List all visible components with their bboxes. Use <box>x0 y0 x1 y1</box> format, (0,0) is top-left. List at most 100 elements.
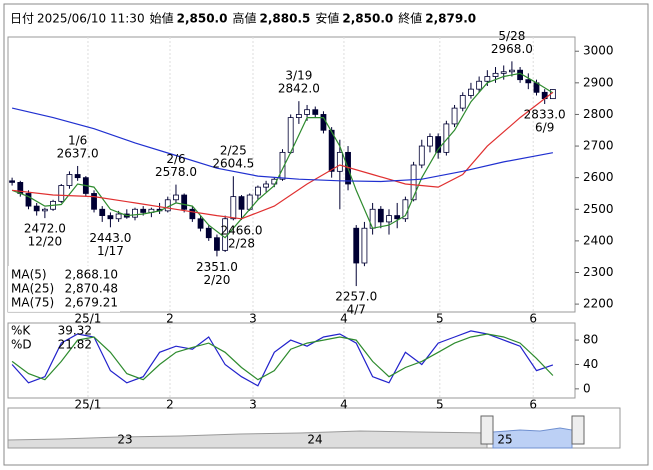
candle-body <box>435 136 442 153</box>
header-value: 2,879.0 <box>425 12 476 26</box>
x-tick-label: 5 <box>436 312 444 326</box>
header-label: 終値 <box>398 11 422 26</box>
candle-body <box>304 109 310 115</box>
legend-value: 2,679.21 <box>65 296 118 310</box>
candle-body <box>459 95 466 109</box>
candle-body <box>287 117 294 153</box>
candle-body <box>164 199 171 212</box>
legend-name: %D <box>11 338 32 352</box>
candle-body <box>181 194 188 210</box>
header-value: 2025/06/10 11:30 <box>37 12 145 26</box>
y-tick-label: 2300 <box>583 265 614 279</box>
ma-line <box>12 91 554 220</box>
x-tick-label: 3 <box>249 398 257 412</box>
navigator-label: 24 <box>307 433 322 447</box>
annotation-price: 2637.0 <box>57 146 99 160</box>
annotation-price: 2257.0 <box>335 290 377 304</box>
x-tick-label: 2 <box>166 312 174 326</box>
legend-name: MA(75) <box>11 296 54 310</box>
candle-body <box>377 208 384 223</box>
ma-line <box>11 333 554 381</box>
y-tick-label: 2800 <box>583 107 614 121</box>
annotation-date: 4/7 <box>347 303 366 317</box>
candle-body <box>451 107 458 125</box>
x-tick-label: 2 <box>166 398 174 412</box>
candle-body <box>25 193 32 207</box>
candle-body <box>509 69 515 73</box>
y-tick-label: 80 <box>583 333 598 347</box>
candle-body <box>107 215 114 220</box>
annotation-price: 2443.0 <box>89 231 131 245</box>
header-label: 始値 <box>150 11 174 26</box>
y-tick-label: 2400 <box>583 233 614 247</box>
candle-body <box>492 72 499 77</box>
legend-name: MA(25) <box>11 282 54 296</box>
candle-body <box>484 76 491 82</box>
candle-body <box>361 227 368 264</box>
navigator-label: 25 <box>497 433 512 447</box>
candle-body <box>255 186 261 196</box>
ma-line <box>11 107 554 183</box>
header-label: 安値 <box>315 11 339 26</box>
candle-body <box>525 79 532 84</box>
navigator-handle[interactable] <box>480 415 494 445</box>
legend-name: MA(5) <box>11 268 47 282</box>
x-tick-label: 4 <box>340 312 348 326</box>
annotation-price: 2968.0 <box>491 42 533 56</box>
legend-value: 21.82 <box>58 338 92 352</box>
annotation-date: 12/20 <box>28 235 63 249</box>
legend-name: %K <box>11 324 31 338</box>
x-tick-label: 6 <box>529 398 537 412</box>
x-tick-label: 25/1 <box>74 398 101 412</box>
candle-body <box>320 114 327 131</box>
annotation-date: 2/25 <box>220 144 247 158</box>
y-tick-label: 2600 <box>583 170 614 184</box>
y-tick-label: 2700 <box>583 139 614 153</box>
x-tick-label: 6 <box>529 312 537 326</box>
x-tick-label: 3 <box>249 312 257 326</box>
candle-body <box>41 208 48 212</box>
annotation-price: 2604.5 <box>212 157 254 171</box>
candle-body <box>115 213 122 220</box>
y-tick-label: 2500 <box>583 202 614 216</box>
candle-body <box>295 114 302 119</box>
y-tick-label: 2200 <box>583 297 614 311</box>
candle-body <box>230 196 237 220</box>
candle-body <box>99 208 106 216</box>
candle-body <box>140 208 147 213</box>
legend-box <box>8 266 120 312</box>
candle-body <box>500 71 507 74</box>
candle-body <box>443 123 450 153</box>
header-value: 2,850.0 <box>177 12 228 26</box>
candle-body <box>263 183 269 188</box>
header-value: 2,850.0 <box>342 12 393 26</box>
annotation-price: 2842.0 <box>278 82 320 96</box>
annotation-date: 2/20 <box>203 273 230 287</box>
candle-body <box>394 215 401 220</box>
annotation-price: 2351.0 <box>196 260 238 274</box>
x-tick-label: 25/1 <box>74 312 101 326</box>
legend-value: 2,868.10 <box>65 268 118 282</box>
legend-value: 39.32 <box>58 324 92 338</box>
navigator-label: 23 <box>117 433 132 447</box>
navigator-area <box>7 430 488 449</box>
y-tick-label: 3000 <box>583 44 614 58</box>
candle-body <box>189 208 196 220</box>
annotation-date: 6/9 <box>535 121 554 135</box>
annotation-price: 2466.0 <box>221 224 263 238</box>
header-label: 日付 <box>10 12 34 26</box>
candle-body <box>132 208 138 218</box>
header-label: 高値 <box>232 11 256 26</box>
header-value: 2,880.5 <box>259 12 310 26</box>
candle-body <box>197 218 204 229</box>
annotation-date: 3/19 <box>285 69 312 83</box>
candle-body <box>238 196 245 210</box>
y-tick-label: 0 <box>583 381 591 395</box>
candle-body <box>418 145 425 166</box>
candle-body <box>74 174 81 179</box>
navigator-handle[interactable] <box>571 415 585 445</box>
candle-body <box>91 193 97 210</box>
candle-body <box>336 151 343 172</box>
candle-body <box>205 227 212 239</box>
